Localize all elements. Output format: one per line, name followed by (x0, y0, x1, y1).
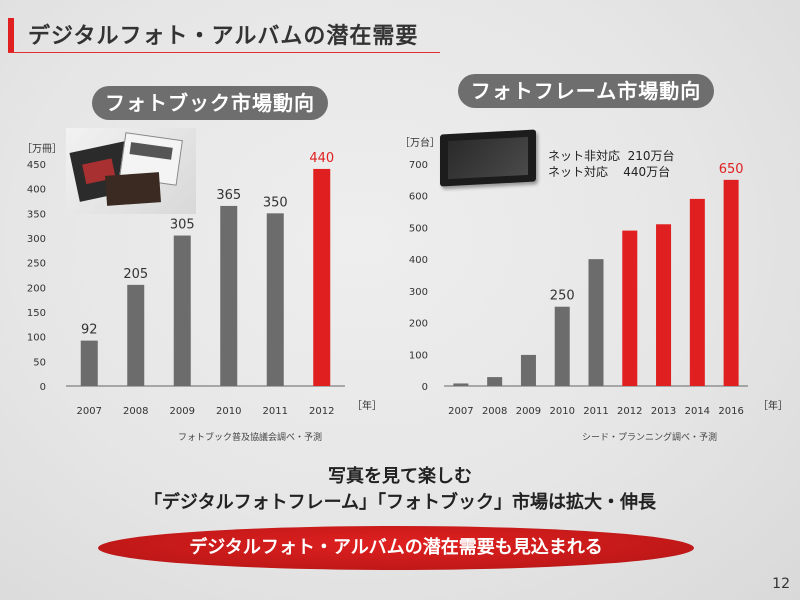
y-tick-label: 700 (409, 160, 428, 171)
summary-line-1: 写真を見て楽しむ (328, 466, 472, 487)
x-tick-label: 2008 (123, 406, 148, 417)
bar (313, 168, 331, 386)
left-chart-source: フォトブック普及協議会調べ・予測 (178, 433, 323, 443)
note-nonnet-value: 210万台 (627, 149, 675, 163)
y-tick-label: 500 (409, 223, 428, 234)
y-tick-label: 0 (422, 382, 428, 393)
y-tick-label: 400 (27, 185, 46, 196)
x-axis-unit-label: ［年］ (758, 399, 788, 412)
x-tick-label: 2007 (77, 406, 102, 417)
bar (266, 213, 284, 386)
note-net-value: 440万台 (623, 165, 671, 179)
data-label: 250 (550, 289, 575, 304)
bar (520, 354, 536, 386)
y-tick-label: 100 (27, 333, 46, 344)
y-tick-label: 450 (27, 160, 46, 171)
x-tick-label: 2010 (549, 406, 574, 417)
bar (622, 230, 638, 386)
x-tick-label: 2014 (685, 406, 710, 417)
y-axis-unit-label: ［万冊］ (22, 143, 62, 155)
y-tick-label: 600 (409, 192, 428, 203)
y-tick-label: 350 (27, 209, 46, 220)
summary-line-2: 「デジタルフォトフレーム」「フォトブック」市場は拡大・伸長 (143, 492, 657, 513)
right-chart-source: シード・プランニング調べ・予測 (582, 433, 718, 443)
slide-title: デジタルフォト・アルバムの潜在需要 (28, 24, 419, 49)
bar (588, 259, 604, 386)
bar (487, 377, 503, 386)
data-label: 92 (81, 323, 98, 338)
photobook-photo (66, 128, 196, 214)
data-label: 305 (170, 218, 195, 233)
x-tick-label: 2012 (617, 406, 642, 417)
bar (127, 284, 145, 386)
x-tick-label: 2013 (651, 406, 676, 417)
y-tick-label: 0 (40, 382, 46, 393)
y-tick-label: 200 (409, 319, 428, 330)
y-tick-label: 200 (27, 283, 46, 294)
x-tick-label: 2012 (309, 406, 334, 417)
x-tick-label: 2007 (448, 406, 473, 417)
y-tick-label: 50 (33, 357, 46, 368)
bar (689, 198, 705, 386)
conclusion-banner (98, 526, 694, 570)
y-tick-label: 300 (27, 234, 46, 245)
title-accent-bar (8, 18, 14, 52)
y-axis-unit-label: ［万台］ (400, 136, 440, 149)
bar (554, 306, 570, 386)
x-tick-label: 2009 (170, 406, 195, 417)
left-chart-heading: フォトブック市場動向 (92, 86, 328, 120)
y-tick-label: 150 (27, 308, 46, 319)
y-tick-label: 250 (27, 259, 46, 270)
x-axis-unit-label: ［年］ (352, 399, 382, 412)
bar (80, 340, 98, 386)
data-label: 205 (123, 267, 148, 282)
right-chart-heading: フォトフレーム市場動向 (458, 74, 714, 108)
bar (220, 205, 238, 386)
x-tick-label: 2008 (482, 406, 507, 417)
data-label: 650 (719, 162, 744, 177)
x-tick-label: 2016 (718, 406, 743, 417)
x-tick-label: 2009 (516, 406, 541, 417)
bar (723, 179, 739, 386)
conclusion-banner-text: デジタルフォト・アルバムの潜在需要も見込まれる (189, 537, 603, 558)
frame-breakdown-note: ネット非対応 210万台 ネット対応 440万台 (548, 148, 675, 180)
data-label: 365 (216, 188, 241, 203)
y-tick-label: 400 (409, 255, 428, 266)
y-tick-label: 300 (409, 287, 428, 298)
bar (173, 235, 191, 386)
title-underline (8, 52, 440, 53)
data-label: 440 (309, 151, 334, 166)
page-number: 12 (772, 576, 790, 592)
note-nonnet-label: ネット非対応 (548, 149, 621, 163)
bar (656, 224, 672, 386)
x-tick-label: 2010 (216, 406, 241, 417)
x-tick-label: 2011 (583, 406, 608, 417)
data-label: 350 (263, 195, 288, 210)
bar (453, 383, 469, 386)
y-tick-label: 100 (409, 350, 428, 361)
note-net-label: ネット対応 (548, 165, 609, 179)
x-tick-label: 2011 (263, 406, 288, 417)
